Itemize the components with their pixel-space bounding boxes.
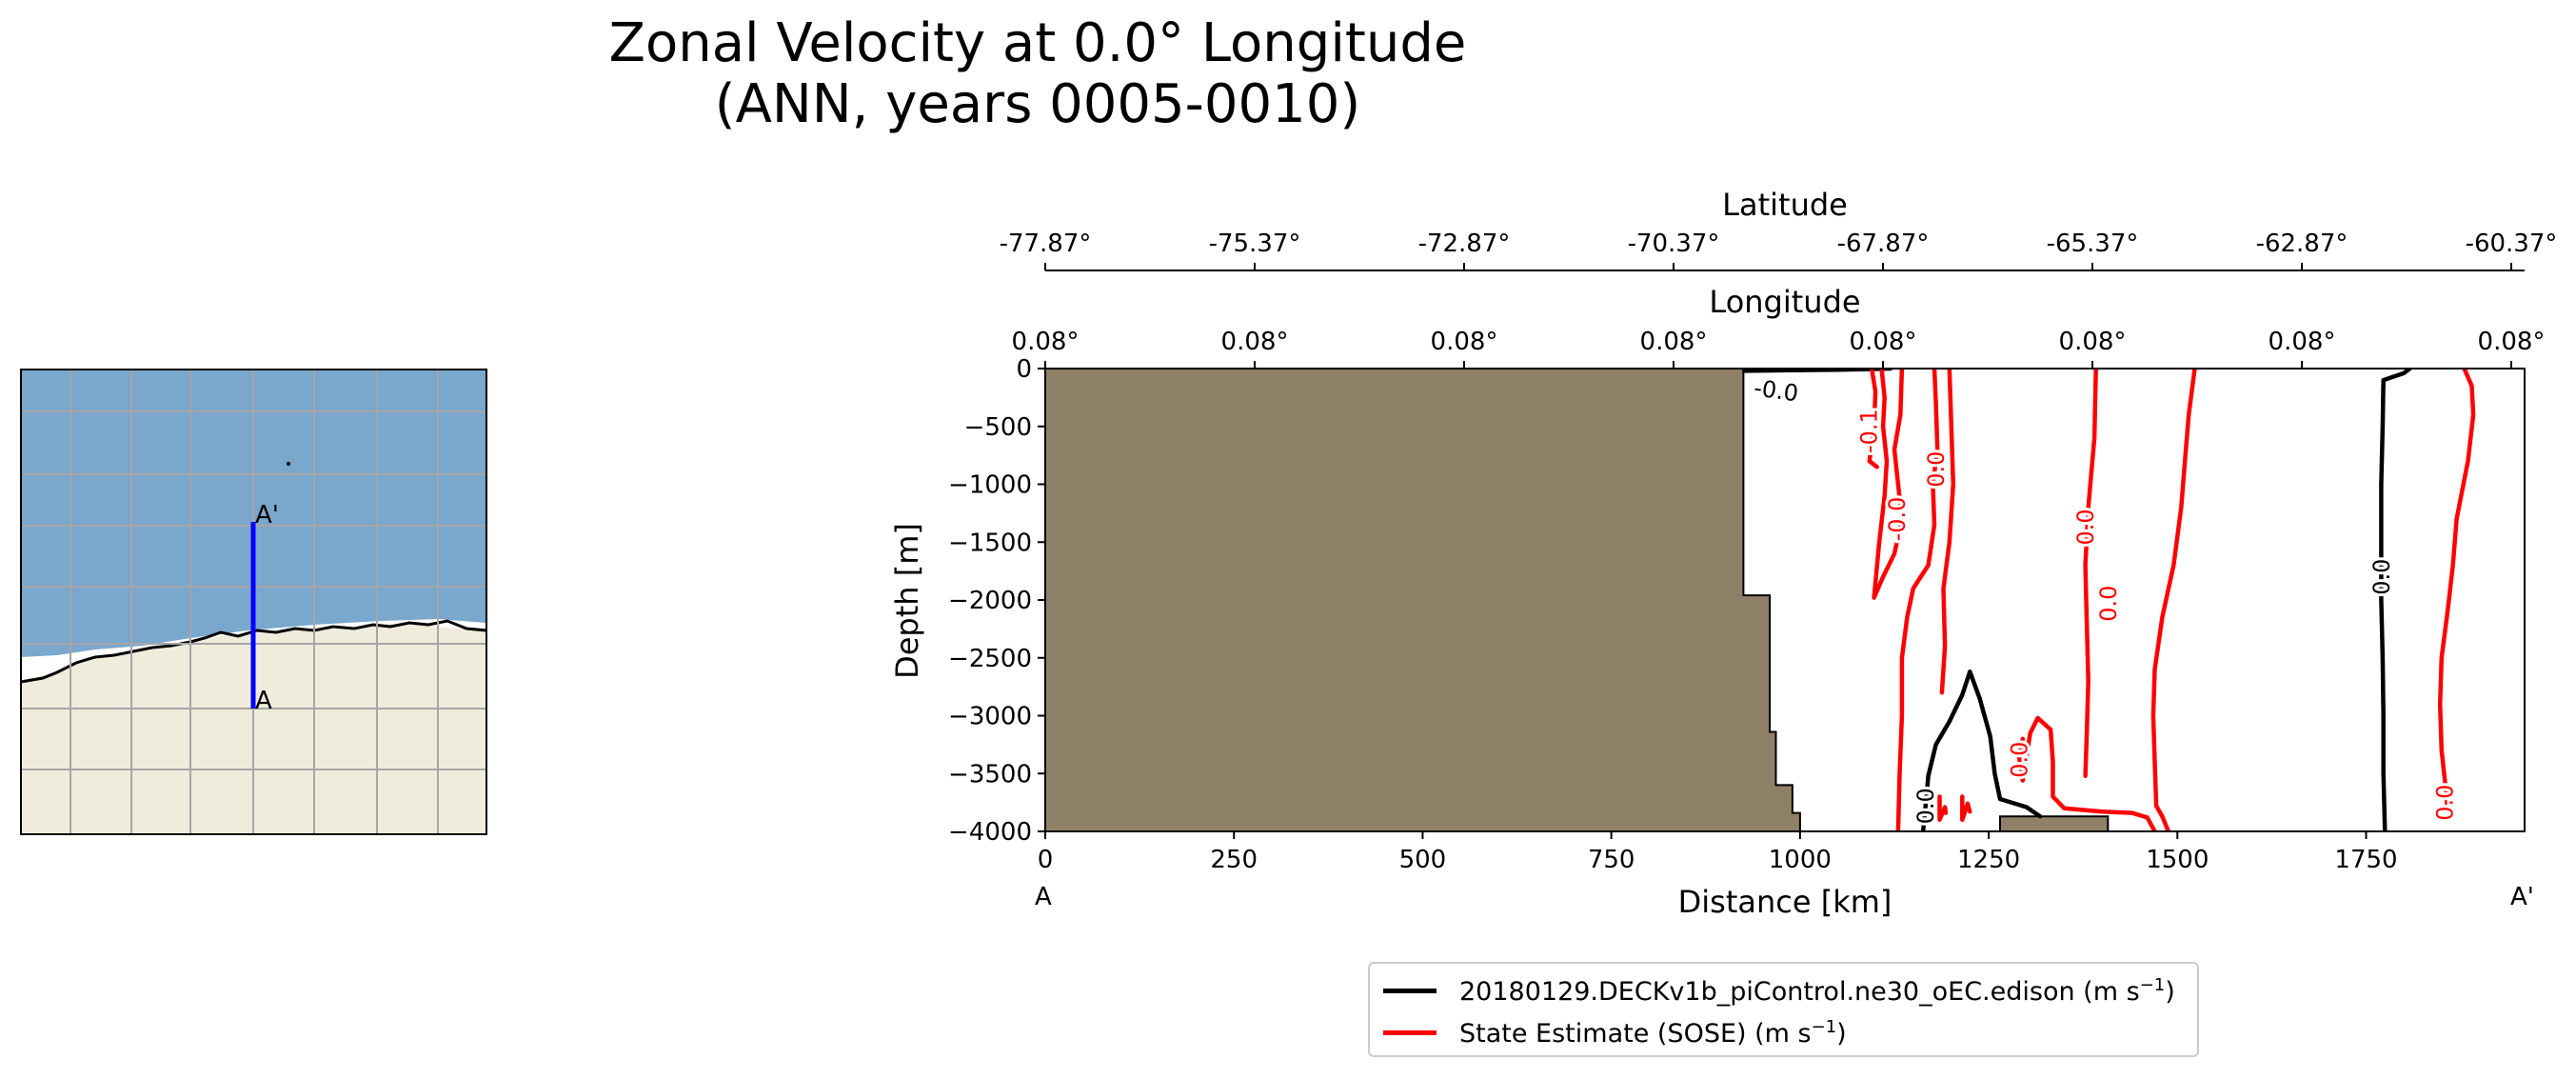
- plot-contents: -0.0 0.0 0.0 -0.1 -0.0 0.0 0.0 0.0 0.0 0.0: [1045, 369, 2476, 831]
- longitude-tick-label-6: 0.08°: [2269, 328, 2336, 356]
- contour-label-series-1-1: -0.0: [1884, 497, 1911, 542]
- y-tick-label-8: −4000: [948, 818, 1032, 847]
- contour-series-0-2: [2379, 369, 2412, 831]
- plot-area: -0.0 0.0 0.0 -0.1 -0.0 0.0 0.0 0.0 0.0 0.0: [1045, 369, 2476, 831]
- x-tick-label-5: 1250: [1957, 846, 2020, 874]
- longitude-tick-label-4: 0.08°: [1850, 328, 1917, 356]
- contour-series-1-8: [2150, 369, 2197, 831]
- legend-swatch-model: [1383, 988, 1437, 993]
- contour-series-1-7: [2083, 369, 2098, 778]
- legend: 20180129.DECKv1b_piControl.ne30_oEC.edis…: [1368, 962, 2199, 1057]
- y-tick-label-2: −1000: [948, 471, 1032, 500]
- x-tick-label-6: 1500: [2146, 846, 2209, 874]
- section-end-label: A': [2510, 883, 2534, 911]
- latitude-tick-label-2: -72.87°: [1418, 230, 1511, 258]
- title-line-1: Zonal Velocity at 0.0° Longitude: [608, 12, 1467, 74]
- latitude-tick-label-3: -70.37°: [1628, 230, 1720, 258]
- inset-map-frame: [20, 369, 487, 835]
- longitude-tick-label-7: 0.08°: [2478, 328, 2546, 356]
- contour-label-series-1-0: -0.1: [1856, 409, 1883, 453]
- legend-entry-obs: State Estimate (SOSE) (m s−1): [1383, 1013, 1847, 1051]
- map-marker-start: A: [255, 687, 272, 715]
- x-tick-label-4: 1000: [1769, 846, 1832, 874]
- longitude-tick-label-1: 0.08°: [1221, 328, 1289, 356]
- contour-series-1-3: [1939, 369, 1956, 695]
- legend-label-obs: State Estimate (SOSE) (m s−1): [1459, 1016, 1847, 1049]
- legend-label-model: 20180129.DECKv1b_piControl.ne30_oEC.edis…: [1459, 974, 2175, 1007]
- contour-label-series-1-3: 0.0: [2072, 509, 2099, 545]
- contour-label-series-0-1: 0.0: [1912, 788, 1939, 824]
- contour-series-1-9: [2437, 369, 2476, 813]
- contour-label-series-1-2: 0.0: [1923, 451, 1950, 488]
- inset-map: A' A: [20, 369, 487, 835]
- contour-series-1-2: [1895, 369, 1940, 831]
- chart-title: Zonal Velocity at 0.0° Longitude (ANN, y…: [533, 13, 1542, 135]
- y-tick-label-4: −2000: [948, 587, 1032, 615]
- latitude-tick-label-7: -60.37°: [2466, 230, 2558, 258]
- x-tick-label-1: 250: [1210, 846, 1258, 874]
- contour-label-series-0-0: -0.0: [1752, 374, 1799, 407]
- coastline: [20, 619, 487, 684]
- longitude-tick-label-5: 0.08°: [2059, 328, 2127, 356]
- top-axes: 0.08° 0.08° 0.08° 0.08° 0.08° 0.08° 0.08° 0.08°…: [1000, 187, 2558, 369]
- latitude-tick-label-0: -77.87°: [1000, 230, 1092, 258]
- contour-series-1-4: [1937, 794, 1949, 823]
- longitude-tick-label-0: 0.08°: [1012, 328, 1080, 356]
- y-tick-label-7: −3500: [948, 760, 1032, 789]
- x-tick-label-7: 1750: [2334, 846, 2397, 874]
- contour-label-series-1-5: 0.0: [2006, 742, 2032, 778]
- latitude-tick-label-5: -65.37°: [2047, 230, 2139, 258]
- y-tick-label-6: −3000: [948, 703, 1032, 731]
- x-axis-label: Distance [km]: [1678, 884, 1892, 920]
- section-start-label: A: [1035, 883, 1052, 911]
- x-tick-label-2: 500: [1399, 846, 1447, 874]
- x-tick-label-0: 0: [1038, 846, 1054, 874]
- contour-series-1-1: [1872, 369, 1905, 600]
- y-tick-label-1: −500: [964, 413, 1032, 442]
- map-dot: [287, 462, 290, 466]
- longitude-tick-label-3: 0.08°: [1640, 328, 1708, 356]
- y-axis-label: Depth [m]: [889, 523, 925, 679]
- latitude-axis-label: Latitude: [1722, 187, 1848, 223]
- y-tick-label-3: −1500: [948, 529, 1032, 557]
- latitude-tick-label-1: -75.37°: [1209, 230, 1301, 258]
- longitude-axis-label: Longitude: [1709, 284, 1860, 320]
- contour-series-1-6: [2016, 715, 2157, 831]
- map-marker-end: A': [255, 501, 279, 530]
- x-tick-label-3: 750: [1588, 846, 1635, 874]
- contour-label-series-0-2: 0.0: [2368, 559, 2395, 595]
- title-line-2: (ANN, years 0005-0010): [714, 73, 1361, 135]
- contour-series-0-1: [1920, 669, 2043, 831]
- contour-label-series-1-6: 0.0: [2432, 785, 2459, 821]
- bathymetry-fill: [1045, 369, 1801, 831]
- legend-swatch-obs: [1383, 1029, 1437, 1035]
- axes: 0 250 500 750 1000 1250 1500 1750 0 −500 −1000 −150…: [948, 355, 2526, 874]
- y-tick-label-0: 0: [1016, 355, 1032, 384]
- legend-entry-model: 20180129.DECKv1b_piControl.ne30_oEC.edis…: [1383, 971, 2175, 1009]
- contour-series-1-0: [1867, 369, 1879, 470]
- bathymetry-bump: [1999, 815, 2110, 831]
- latitude-tick-label-6: -62.87°: [2256, 230, 2348, 258]
- latitude-tick-label-4: -67.87°: [1837, 230, 1930, 258]
- contour-series-1-5: [1960, 794, 1972, 823]
- y-tick-label-5: −2500: [948, 645, 1032, 673]
- longitude-tick-label-2: 0.08°: [1431, 328, 1498, 356]
- contour-label-series-1-4: 0.0: [2095, 586, 2122, 622]
